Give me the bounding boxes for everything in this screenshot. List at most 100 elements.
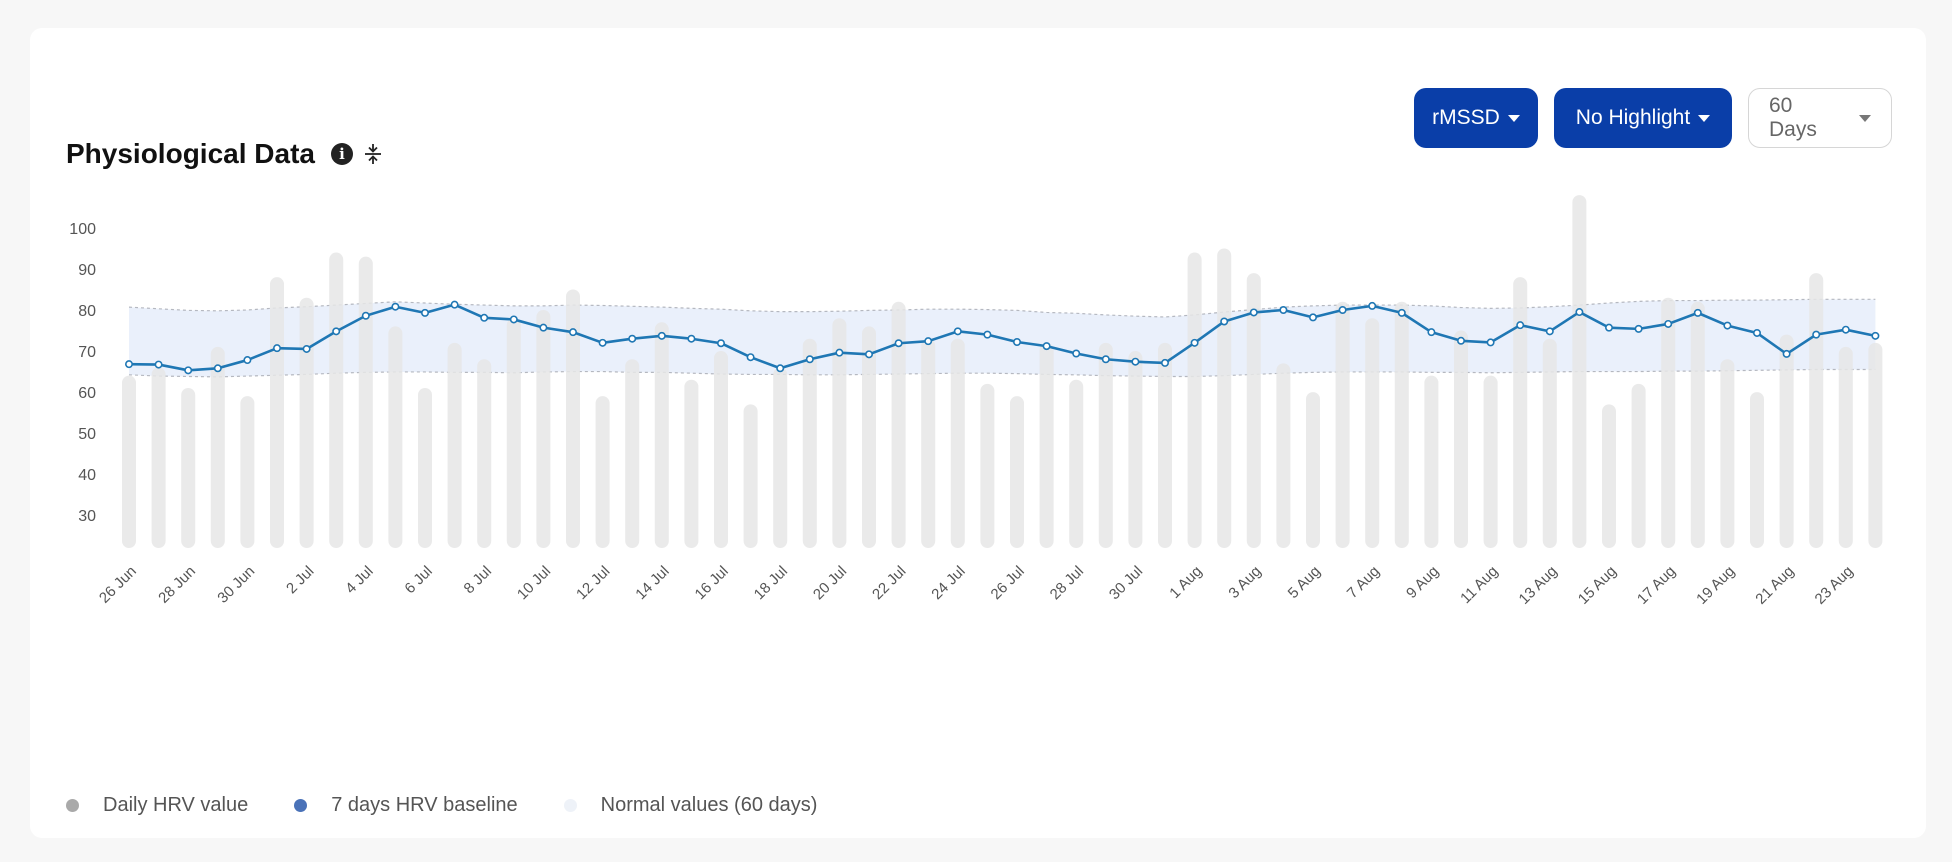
legend-dot-daily [66,799,79,812]
metric-dropdown-label: rMSSD [1432,106,1500,129]
daily-hrv-bar [1483,375,1498,548]
baseline-point [1012,338,1021,347]
baseline-point [1723,321,1732,330]
x-tick-label: 28 Jun [155,563,199,607]
baseline-point [1841,325,1850,334]
daily-hrv-bar [122,375,136,548]
baseline-point [1101,355,1110,364]
legend-dot-normal [563,799,577,812]
x-tick-label: 13 Aug [1516,563,1561,608]
x-tick-label: 3 Aug [1225,563,1264,602]
baseline-point [539,323,548,332]
physiological-data-card: Physiological Data i rMSSD No Highlight … [30,28,1926,838]
x-tick-label: 7 Aug [1344,563,1383,602]
daily-hrv-bar [1838,346,1853,548]
baseline-point [805,355,814,364]
baseline-point [864,350,873,359]
daily-hrv-bar [1690,301,1705,548]
daily-hrv-bar [654,322,669,548]
baseline-point [835,348,844,357]
daily-hrv-bar [240,396,255,548]
baseline-point [1309,313,1318,322]
baseline-point [568,328,577,337]
baseline-point [302,344,311,353]
daily-hrv-bar [181,387,196,548]
daily-hrv-bar [1720,359,1735,548]
baseline-point [184,366,193,375]
daily-hrv-bar [921,338,936,548]
x-tick-label: 6 Jul [401,563,435,597]
daily-hrv-bar [684,379,699,548]
highlight-dropdown-button[interactable]: No Highlight [1554,88,1732,148]
x-tick-label: 19 Aug [1693,563,1738,608]
x-tick-label: 11 Aug [1457,563,1501,607]
daily-hrv-bar [862,326,876,548]
daily-hrv-bar [714,351,728,548]
info-icon[interactable]: i [330,143,353,165]
x-tick-label: 1 Aug [1166,563,1205,602]
daily-hrv-bar [1868,342,1883,548]
legend-item-baseline[interactable]: 7 days HRV baseline [294,794,518,817]
daily-hrv-bar [1661,297,1676,548]
baseline-point [1190,338,1199,347]
daily-hrv-bar [1542,338,1557,548]
chart-controls: rMSSD No Highlight 60 Days [1414,88,1892,148]
baseline-point [1368,301,1377,310]
daily-hrv-bar [625,359,640,548]
baseline-point [1545,327,1554,336]
range-dropdown-button[interactable]: 60 Days [1748,88,1892,148]
baseline-point [509,315,518,324]
daily-hrv-bar [1394,301,1409,548]
daily-hrv-bar [1306,392,1320,548]
legend-item-daily[interactable]: Daily HRV value [66,794,248,817]
daily-hrv-bar [1513,277,1528,548]
baseline-point [450,300,459,309]
x-tick-label: 8 Jul [461,563,495,597]
x-tick-label: 10 Jul [514,563,554,603]
daily-hrv-bar [1128,351,1143,548]
x-tick-label: 22 Jul [869,563,909,603]
daily-hrv-bar [210,346,225,548]
legend-label-baseline: 7 days HRV baseline [331,794,518,816]
baseline-point [687,334,696,343]
daily-hrv-bar [1010,396,1024,548]
chevron-down-icon [1698,114,1711,122]
daily-hrv-bar [1779,334,1794,548]
x-tick-label: 15 Aug [1575,563,1620,608]
daily-hrv-bar [299,297,314,548]
x-tick-label: 30 Jun [214,563,258,607]
collapse-vertical-icon[interactable] [361,142,385,166]
baseline-point [894,339,903,348]
daily-hrv-bar [1365,318,1380,548]
daily-hrv-bar [1217,248,1232,548]
daily-hrv-bar [566,289,580,548]
daily-hrv-bar [1276,363,1291,548]
x-tick-label: 20 Jul [810,563,850,603]
metric-dropdown-button[interactable]: rMSSD [1414,88,1538,148]
highlight-dropdown-label: No Highlight [1575,106,1691,129]
baseline-point [243,356,252,365]
baseline-point [657,331,666,340]
daily-hrv-bar [477,359,492,548]
y-tick-label: 30 [78,508,96,525]
daily-hrv-bar [536,310,551,548]
daily-hrv-bar [1069,379,1084,548]
daily-hrv-bar [1158,342,1172,548]
x-tick-label: 5 Aug [1285,563,1324,602]
baseline-point [1427,328,1436,337]
x-tick-label: 17 Aug [1634,563,1679,608]
daily-hrv-bar [1454,330,1468,548]
daily-hrv-bar [802,338,817,548]
baseline-point [746,353,755,362]
daily-hrv-bar [773,367,788,548]
daily-hrv-bar [595,396,610,548]
daily-hrv-bar [418,387,432,548]
baseline-point [1516,321,1525,330]
baseline-point [1338,305,1347,314]
baseline-point [213,364,222,373]
baseline-point [1664,319,1673,328]
daily-hrv-bar [1631,383,1646,548]
baseline-point [953,327,962,336]
chevron-down-icon [1507,114,1520,122]
legend-item-normal[interactable]: Normal values (60 days) [563,794,817,817]
